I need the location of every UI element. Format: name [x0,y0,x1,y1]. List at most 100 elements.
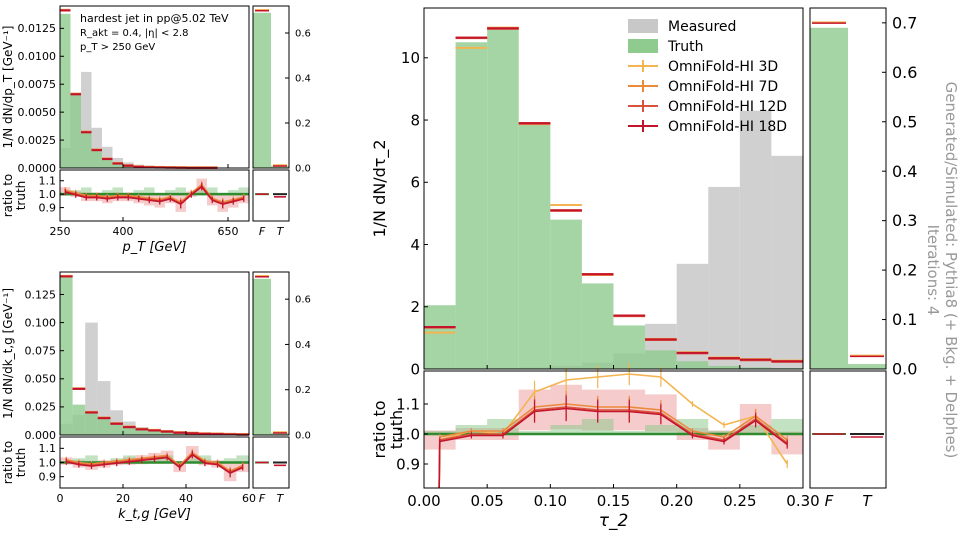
kt-ytick-label: 0.050 [25,373,57,386]
kt-ratio-ytick-label: 1.0 [39,456,57,469]
tau-xtick-label: 0.05 [470,492,503,510]
tau-ratio-ytick-label: 1.0 [396,425,420,443]
kt-ytick-label: 0.025 [25,401,57,414]
pt-fake-frame [252,5,290,169]
tau-ratio-truth-band [550,425,582,435]
kt-ytick-label: 0.075 [25,345,57,358]
pt-ratio-truth-band [165,190,176,196]
pt-ratio-truth-band [144,187,155,196]
tau-measured-bar [708,186,740,369]
pt-fake-ytick-label: 0.6 [295,29,311,40]
tau-fake-truth-bar [848,364,886,369]
side-label-text: Generated/Simulated: Pythia8 (+ Bkg. + D… [942,82,960,459]
pt-ratio-line [65,183,244,204]
tau-ratio-truth-band [739,425,772,435]
legend-label: Truth [667,39,704,55]
pt-ytick-label: 0.0025 [18,134,57,147]
pt-ratio-truth-band [112,187,123,196]
pt-truth-bar [102,159,113,168]
tau-ytick-label: 8 [410,111,420,129]
pt-ylabel: 1/N dN/dp_T [GeV⁻¹] [1,26,15,149]
kt-ytick-label: 0.000 [25,429,57,442]
pt-xtick-label: 650 [218,225,239,238]
kt-ratio-ytick-label: 1.1 [39,442,57,455]
tau-ratio-truth-band [771,419,803,435]
pt-ytick-label: 0.0000 [18,162,57,175]
kt-truth-bar [135,429,149,435]
tau-ratio-truth-band [581,419,614,435]
kt-xtick-label: 20 [116,492,130,505]
tau-fake-frame [809,7,887,370]
tau-ratio-ylabel-2: truth [387,410,406,449]
tau-xtick-label: 0.10 [534,492,567,510]
legend-label: OmniFold-HI 3D [668,59,778,75]
legend-label: Measured [668,19,736,35]
kt-main-frame [59,271,250,436]
kt-fake-ratio-frame [252,436,290,489]
tau-truth-bar [708,365,740,369]
tau-fake-ytick-label: 0.7 [892,13,917,32]
pt-fake-truth-bar [253,12,271,168]
kt-fake-label-f: F [259,492,266,505]
tau-fake-ytick-label: 0.5 [892,112,917,131]
tau-fake-ratio-frame [809,370,887,489]
kt-ratio-truth-band [236,455,249,464]
side-label: Generated/Simulated: Pythia8 (+ Bkg. + D… [942,82,960,459]
kt-xtick-label: 0 [57,492,64,505]
pt-fake-ytick-label: 0.0 [295,164,311,175]
tau-xtick-label: 0.20 [660,492,693,510]
tau-ytick-label: 4 [410,236,420,254]
tau-xtick-label: 0.00 [407,492,440,510]
kt-xlabel: k_t,g [GeV] [118,507,191,522]
legend-label: OmniFold-HI 18D [668,119,787,135]
pt-measured-bar [102,146,113,168]
kt-truth-bar [110,423,123,435]
pt-fake-ratio-frame [252,169,290,222]
tau-fake-label-f: F [825,492,834,510]
tau-ytick-label: 10 [401,49,420,67]
side-label-top: Iterations: 4 [924,225,942,316]
pt-ytick-label: 0.0050 [18,106,57,119]
kt-fake-truth-bar [271,432,289,435]
tau-xtick-label: 0.15 [597,492,630,510]
pt-truth-bar [112,163,123,168]
annotation-line-3: p_T > 250 GeV [80,42,155,53]
tau-fake-ytick-label: 0.6 [892,63,917,82]
tau-truth-bar [518,123,551,370]
kt-ratio-truth-band [85,455,98,464]
tau-panel: 0 2 4 6 8 10 0.9 1.0 1.1 0.00 0.05 0.10 0.15 0.20 0.25… [370,7,917,531]
kt-xtick-label: 60 [242,492,256,505]
tau-truth-bar [550,219,582,369]
tau-fake-truth-bar [810,27,848,369]
annotation-line-1: hardest jet in pp@5.02 TeV [80,12,229,25]
kt-ylabel: 1/N dN/dk_t,g [GeV⁻¹] [1,288,15,419]
pt-ytick-label: 0.0075 [18,78,57,91]
kt-fake-truth-bar [253,278,271,435]
pt-xlabel: p_T [GeV] [122,240,187,255]
pt-measured-bar [81,71,92,168]
tau-ytick-label: 0 [410,360,420,378]
tau-ratio-ylabel-1: ratio to [370,400,389,458]
legend-swatch [628,19,658,33]
kt-truth-bar [160,431,174,435]
pt-ratio-frame [59,169,250,222]
tau-fake-ytick-label: 0.2 [892,261,917,280]
side-label-top-text: Iterations: 4 [924,225,942,316]
pt-truth-bar [81,132,92,168]
tau-xtick-label: 0.25 [723,492,756,510]
tau-ratio-ytick-label: 0.9 [396,455,420,473]
tau-truth-bar [645,350,677,369]
tau-truth-bar [613,325,646,369]
tau-fake-ytick-label: 0.1 [892,310,917,329]
pt-xtick-label: 250 [50,225,71,238]
kt-xtick-label: 40 [179,492,193,505]
pt-fake-label-f: F [259,225,266,238]
kt-ratio-ytick-label: 0.9 [39,471,57,484]
pt-ratio-truth-band [207,187,218,196]
kt-ratio-truth-band [223,458,237,464]
legend-label: OmniFold-HI 7D [668,79,778,95]
pt-ratio-ytick-label: 1.1 [39,175,57,188]
kt-fake-frame [252,271,290,436]
kt-truth-bar [97,418,111,435]
legend-swatch [628,39,658,53]
